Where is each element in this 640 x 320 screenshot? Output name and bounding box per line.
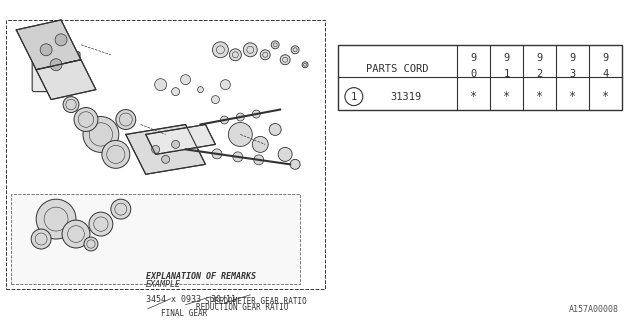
Bar [6, 20, 325, 289]
Circle shape [233, 152, 243, 162]
Text: *: * [602, 90, 609, 103]
Circle shape [180, 75, 191, 85]
Circle shape [41, 60, 55, 74]
Circle shape [84, 237, 98, 251]
Text: REDUCTION GEAR RATIO: REDUCTION GEAR RATIO [195, 303, 288, 312]
Polygon shape [36, 60, 96, 100]
Text: *: * [470, 90, 477, 103]
Circle shape [74, 108, 98, 132]
Text: A157A00008: A157A00008 [569, 305, 619, 314]
Circle shape [271, 41, 279, 49]
Circle shape [254, 155, 264, 165]
Circle shape [212, 42, 228, 58]
Circle shape [31, 229, 51, 249]
Text: 0: 0 [471, 69, 477, 79]
Circle shape [102, 140, 130, 168]
Polygon shape [16, 20, 81, 70]
Circle shape [252, 110, 260, 118]
Circle shape [55, 34, 67, 46]
Text: 4: 4 [602, 69, 609, 79]
Text: EXPLANATION OF REMARKS: EXPLANATION OF REMARKS [146, 272, 256, 281]
Circle shape [198, 87, 204, 92]
Circle shape [59, 71, 69, 81]
Circle shape [252, 136, 268, 152]
Circle shape [162, 156, 170, 163]
Circle shape [40, 44, 52, 56]
Circle shape [50, 59, 62, 71]
Bar [338, 45, 622, 109]
Text: PARTS CORD: PARTS CORD [367, 64, 429, 75]
FancyBboxPatch shape [32, 52, 80, 92]
Circle shape [62, 220, 90, 248]
Bar [12, 194, 300, 284]
Circle shape [220, 80, 230, 90]
Text: FINAL GEAR: FINAL GEAR [161, 309, 207, 318]
Polygon shape [146, 124, 216, 154]
Polygon shape [126, 124, 205, 174]
Bar [338, 45, 622, 109]
Circle shape [220, 116, 228, 124]
Circle shape [269, 124, 281, 135]
Circle shape [211, 96, 220, 104]
Circle shape [228, 123, 252, 147]
Circle shape [36, 199, 76, 239]
Text: 31319: 31319 [390, 92, 421, 102]
Circle shape [116, 109, 136, 130]
Circle shape [53, 69, 59, 75]
Text: 9: 9 [570, 53, 575, 63]
Circle shape [290, 159, 300, 169]
Text: *: * [503, 90, 510, 103]
Circle shape [155, 79, 166, 91]
Text: 9: 9 [471, 53, 477, 63]
Text: 9: 9 [536, 53, 543, 63]
Text: 3454 x 0933  30/11: 3454 x 0933 30/11 [146, 295, 236, 304]
Text: *: * [569, 90, 576, 103]
Text: SPEEDOMETER GEAR RATIO: SPEEDOMETER GEAR RATIO [205, 297, 307, 306]
Circle shape [83, 116, 119, 152]
Circle shape [89, 212, 113, 236]
Circle shape [236, 113, 244, 121]
Circle shape [212, 149, 222, 159]
Text: 1: 1 [351, 92, 357, 102]
Circle shape [278, 148, 292, 161]
Circle shape [260, 50, 270, 60]
Text: 2: 2 [536, 69, 543, 79]
Text: 3: 3 [570, 69, 575, 79]
Circle shape [172, 140, 180, 148]
Text: 9: 9 [602, 53, 609, 63]
Text: 1: 1 [504, 69, 510, 79]
Circle shape [243, 43, 257, 57]
Circle shape [280, 55, 290, 65]
Circle shape [63, 97, 79, 113]
Circle shape [152, 145, 159, 153]
Circle shape [111, 199, 131, 219]
Text: EXAMPLE: EXAMPLE [146, 280, 180, 289]
Circle shape [229, 49, 241, 61]
Circle shape [302, 62, 308, 68]
Text: *: * [536, 90, 543, 103]
Circle shape [291, 46, 299, 54]
Circle shape [172, 88, 180, 96]
Text: 9: 9 [504, 53, 510, 63]
